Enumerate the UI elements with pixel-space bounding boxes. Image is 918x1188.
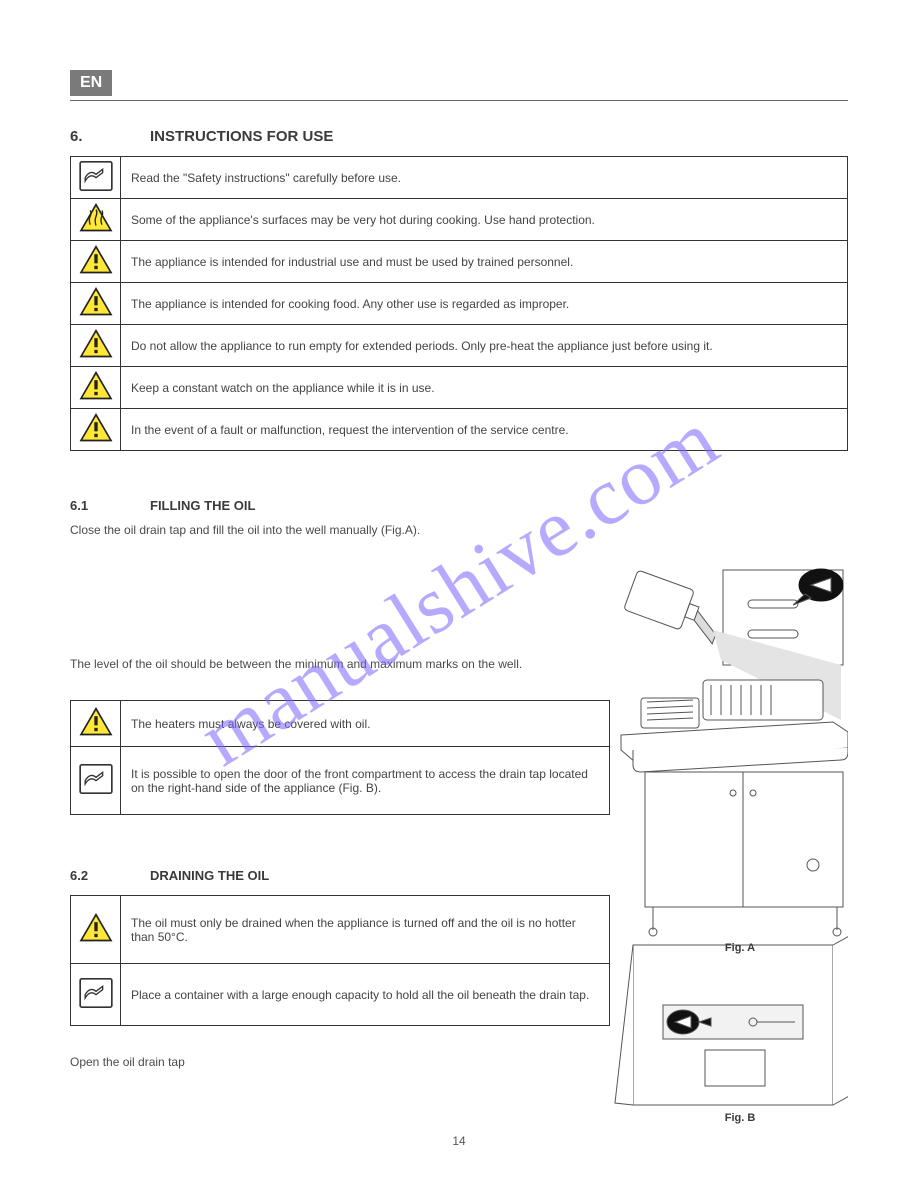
manual-icon [71,747,121,815]
warning-icon [71,241,121,283]
manual-page: EN 6. INSTRUCTIONS FOR USE Read the "Saf… [0,0,918,1188]
warning-icon [71,701,121,747]
notes-table-61: The heaters must always be covered with … [70,700,610,815]
language-badge: EN [70,70,112,96]
figure-a-label: Fig. A [700,942,780,954]
note-text: It is possible to open the door of the f… [121,747,610,815]
body-text: Open the oil drain tap [70,1054,610,1071]
warning-text: The appliance is intended for cooking fo… [121,283,848,325]
body-text: The level of the oil should be between t… [70,656,610,673]
warning-text: The appliance is intended for industrial… [121,241,848,283]
section-title: INSTRUCTIONS FOR USE [150,128,333,145]
subsection-number: 6.2 [70,868,88,883]
table-row: Place a container with a large enough ca… [71,964,610,1026]
body-text: Close the oil drain tap and fill the oil… [70,522,610,539]
figure-area [603,550,848,1110]
header-rule [70,100,848,101]
warning-text: Do not allow the appliance to run empty … [121,325,848,367]
subsection-number: 6.1 [70,498,88,513]
note-text: Place a container with a large enough ca… [121,964,610,1026]
table-row: Keep a constant watch on the appliance w… [71,367,848,409]
warning-icon [71,409,121,451]
notes-table-62: The oil must only be drained when the ap… [70,895,610,1026]
table-row: In the event of a fault or malfunction, … [71,409,848,451]
subsection-title: FILLING THE OIL [150,498,255,513]
page-number: 14 [0,1134,918,1148]
warning-text: In the event of a fault or malfunction, … [121,409,848,451]
figure-b-label: Fig. B [700,1112,780,1124]
table-row: Read the "Safety instructions" carefully… [71,157,848,199]
warning-text: Read the "Safety instructions" carefully… [121,157,848,199]
warning-icon [71,367,121,409]
manual-icon [71,964,121,1026]
table-row: Do not allow the appliance to run empty … [71,325,848,367]
note-text: The oil must only be drained when the ap… [121,896,610,964]
warning-text: Some of the appliance's surfaces may be … [121,199,848,241]
note-text: The heaters must always be covered with … [121,701,610,747]
table-row: The appliance is intended for cooking fo… [71,283,848,325]
manual-icon [71,157,121,199]
warning-icon [71,325,121,367]
section-number: 6. [70,128,83,145]
table-row: It is possible to open the door of the f… [71,747,610,815]
warnings-table: Read the "Safety instructions" carefully… [70,156,848,451]
table-row: Some of the appliance's surfaces may be … [71,199,848,241]
hot-surface-icon [71,199,121,241]
table-row: The appliance is intended for industrial… [71,241,848,283]
warning-icon [71,283,121,325]
warning-text: Keep a constant watch on the appliance w… [121,367,848,409]
warning-icon [71,896,121,964]
subsection-title: DRAINING THE OIL [150,868,269,883]
table-row: The heaters must always be covered with … [71,701,610,747]
table-row: The oil must only be drained when the ap… [71,896,610,964]
